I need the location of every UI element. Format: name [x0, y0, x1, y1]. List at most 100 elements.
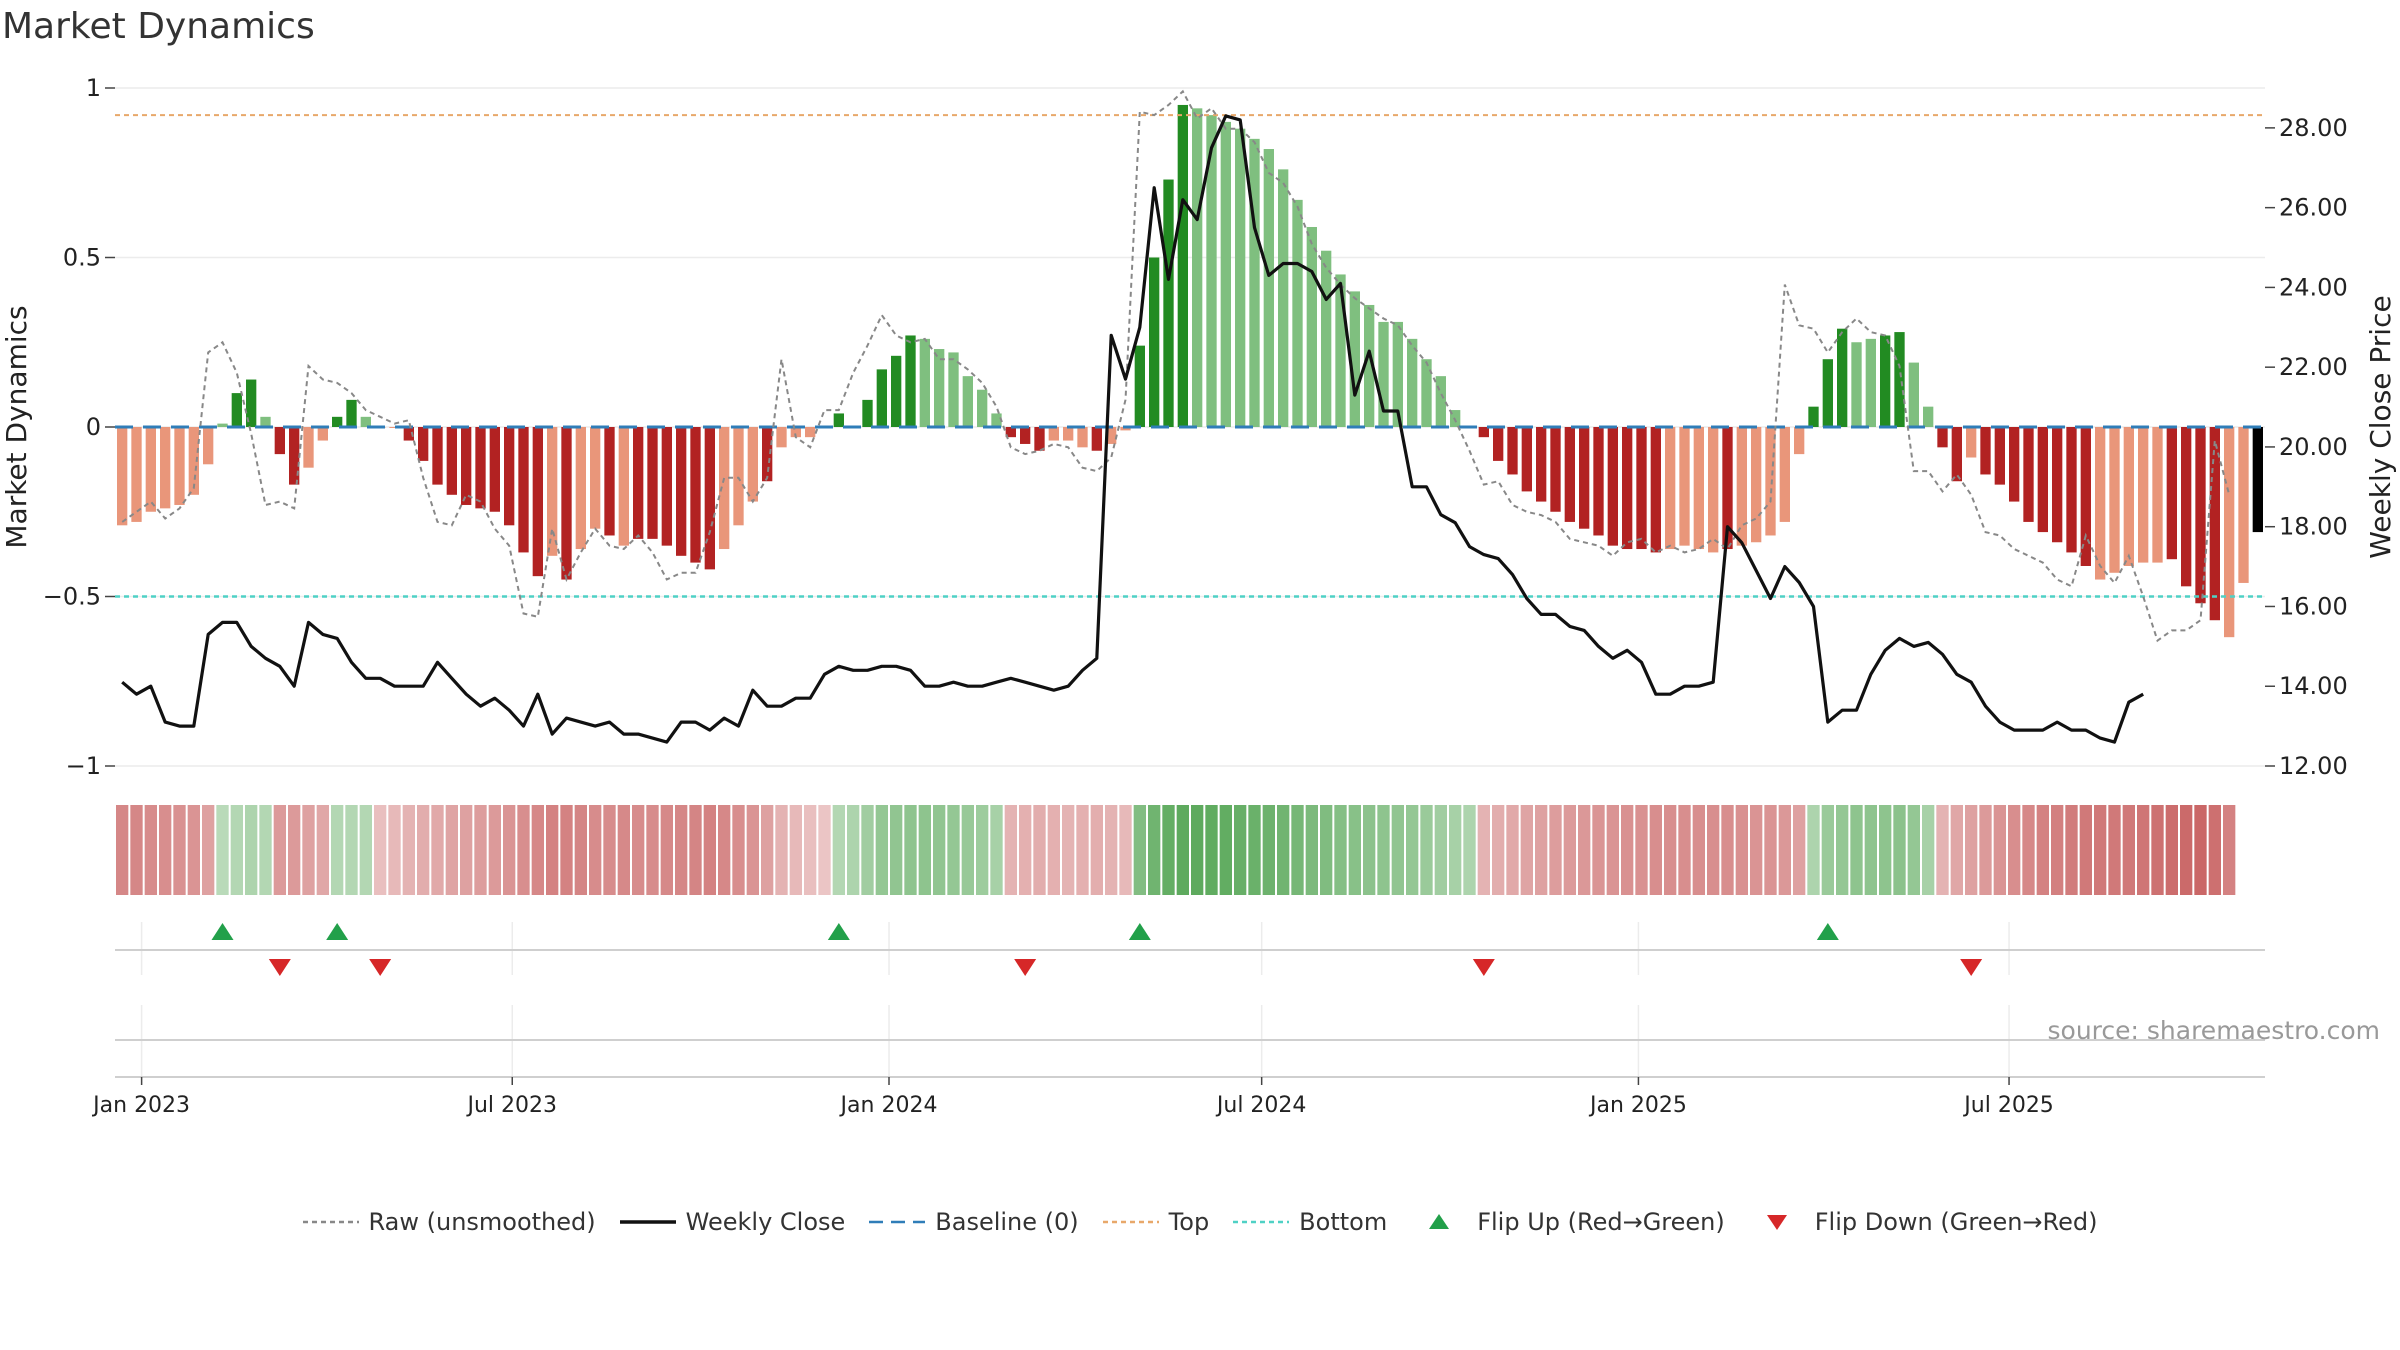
bar [2224, 427, 2235, 638]
bar [303, 427, 314, 468]
right-tick-label: 16.00 [2279, 592, 2348, 620]
strip-cell [1219, 805, 1232, 895]
legend-label-raw: Raw (unsmoothed) [368, 1208, 596, 1236]
bar [676, 427, 687, 556]
strip-cell [1649, 805, 1662, 895]
bar [2066, 427, 2077, 553]
strip-cell [832, 805, 845, 895]
strip-cell [2108, 805, 2121, 895]
strip-cell [818, 805, 831, 895]
strip-cell [990, 805, 1003, 895]
legend-item-flip_down: Flip Down (Green→Red) [1749, 1208, 2098, 1236]
bar [1650, 427, 1661, 553]
bar [1736, 427, 1747, 546]
strip-cell [130, 805, 143, 895]
right-tick-label: 28.00 [2279, 114, 2348, 142]
bar [432, 427, 443, 485]
legend-item-baseline: Baseline (0) [869, 1208, 1079, 1236]
bar [246, 379, 257, 427]
strip-cell [1434, 805, 1447, 895]
strip-cell [1277, 805, 1290, 895]
bar [2023, 427, 2034, 522]
flip-up-marker [326, 923, 349, 940]
bar [1751, 427, 1762, 543]
strip-cell [1033, 805, 1046, 895]
strip-cell [1592, 805, 1605, 895]
bar [1335, 274, 1346, 427]
strip-cell [746, 805, 759, 895]
bar [704, 427, 715, 570]
bar [776, 427, 787, 448]
bar [1435, 376, 1446, 427]
strip-cell [560, 805, 573, 895]
bar [1106, 427, 1117, 444]
bar [2209, 427, 2220, 621]
strip-cell [933, 805, 946, 895]
bar [231, 393, 242, 427]
strip-cell [259, 805, 272, 895]
strip-cell [517, 805, 530, 895]
strip-cell [1477, 805, 1490, 895]
legend-label-flip_up: Flip Up (Red→Green) [1477, 1208, 1725, 1236]
strip-cell [1019, 805, 1032, 895]
bar [203, 427, 214, 465]
bar [1263, 149, 1274, 427]
bar [747, 427, 758, 502]
bar [475, 427, 486, 509]
strip-cell [1692, 805, 1705, 895]
bar [1722, 427, 1733, 550]
bar [260, 416, 271, 427]
strip-cell [1836, 805, 1849, 895]
strip-cell [703, 805, 716, 895]
bar [1607, 427, 1618, 546]
strip-cell [388, 805, 401, 895]
strip-cell [1965, 805, 1978, 895]
strip-cell [1148, 805, 1161, 895]
strip-cell [2065, 805, 2078, 895]
strip-cell [2223, 805, 2236, 895]
bar [991, 413, 1002, 427]
bar [1163, 179, 1174, 427]
legend: Raw (unsmoothed) Weekly Close Baseline (0)… [0, 1208, 2400, 1236]
strip-cell [1162, 805, 1175, 895]
strip-cell [617, 805, 630, 895]
bar [174, 427, 185, 505]
raw-series-line [121, 89, 2231, 643]
strip-cell [660, 805, 673, 895]
grid-layer [115, 87, 2265, 1077]
bar [1321, 250, 1332, 427]
strip-cell [976, 805, 989, 895]
strip-cell [316, 805, 329, 895]
flip-down-marker [1014, 959, 1037, 976]
strip-cell [1793, 805, 1806, 895]
bar [2052, 427, 2063, 543]
strip-cell [531, 805, 544, 895]
strip-cell [1334, 805, 1347, 895]
strip-cell [2036, 805, 2049, 895]
strip-cell [1047, 805, 1060, 895]
source-note: source: sharemaestro.com [2047, 1016, 2381, 1045]
date-tick-label: Jul 2025 [1962, 1093, 2054, 1118]
bar [1808, 406, 1819, 427]
bar [2009, 427, 2020, 502]
legend-swatch-flip_up [1429, 1214, 1450, 1229]
bar [1292, 199, 1303, 427]
bar [360, 416, 371, 427]
strip-cell [402, 805, 415, 895]
strip-cell [2008, 805, 2021, 895]
strip-cell [918, 805, 931, 895]
bar [1063, 427, 1074, 441]
bar [1923, 406, 1934, 427]
strip-cell [1707, 805, 1720, 895]
bar [690, 427, 701, 563]
strip-cell [173, 805, 186, 895]
strip-cell [904, 805, 917, 895]
bar [1593, 427, 1604, 536]
bar [604, 427, 615, 536]
strip-cell [417, 805, 430, 895]
strip-cell [331, 805, 344, 895]
bar [1478, 427, 1489, 438]
strip-cell [646, 805, 659, 895]
legend-swatch-close [619, 1220, 676, 1224]
bar [1851, 342, 1862, 427]
